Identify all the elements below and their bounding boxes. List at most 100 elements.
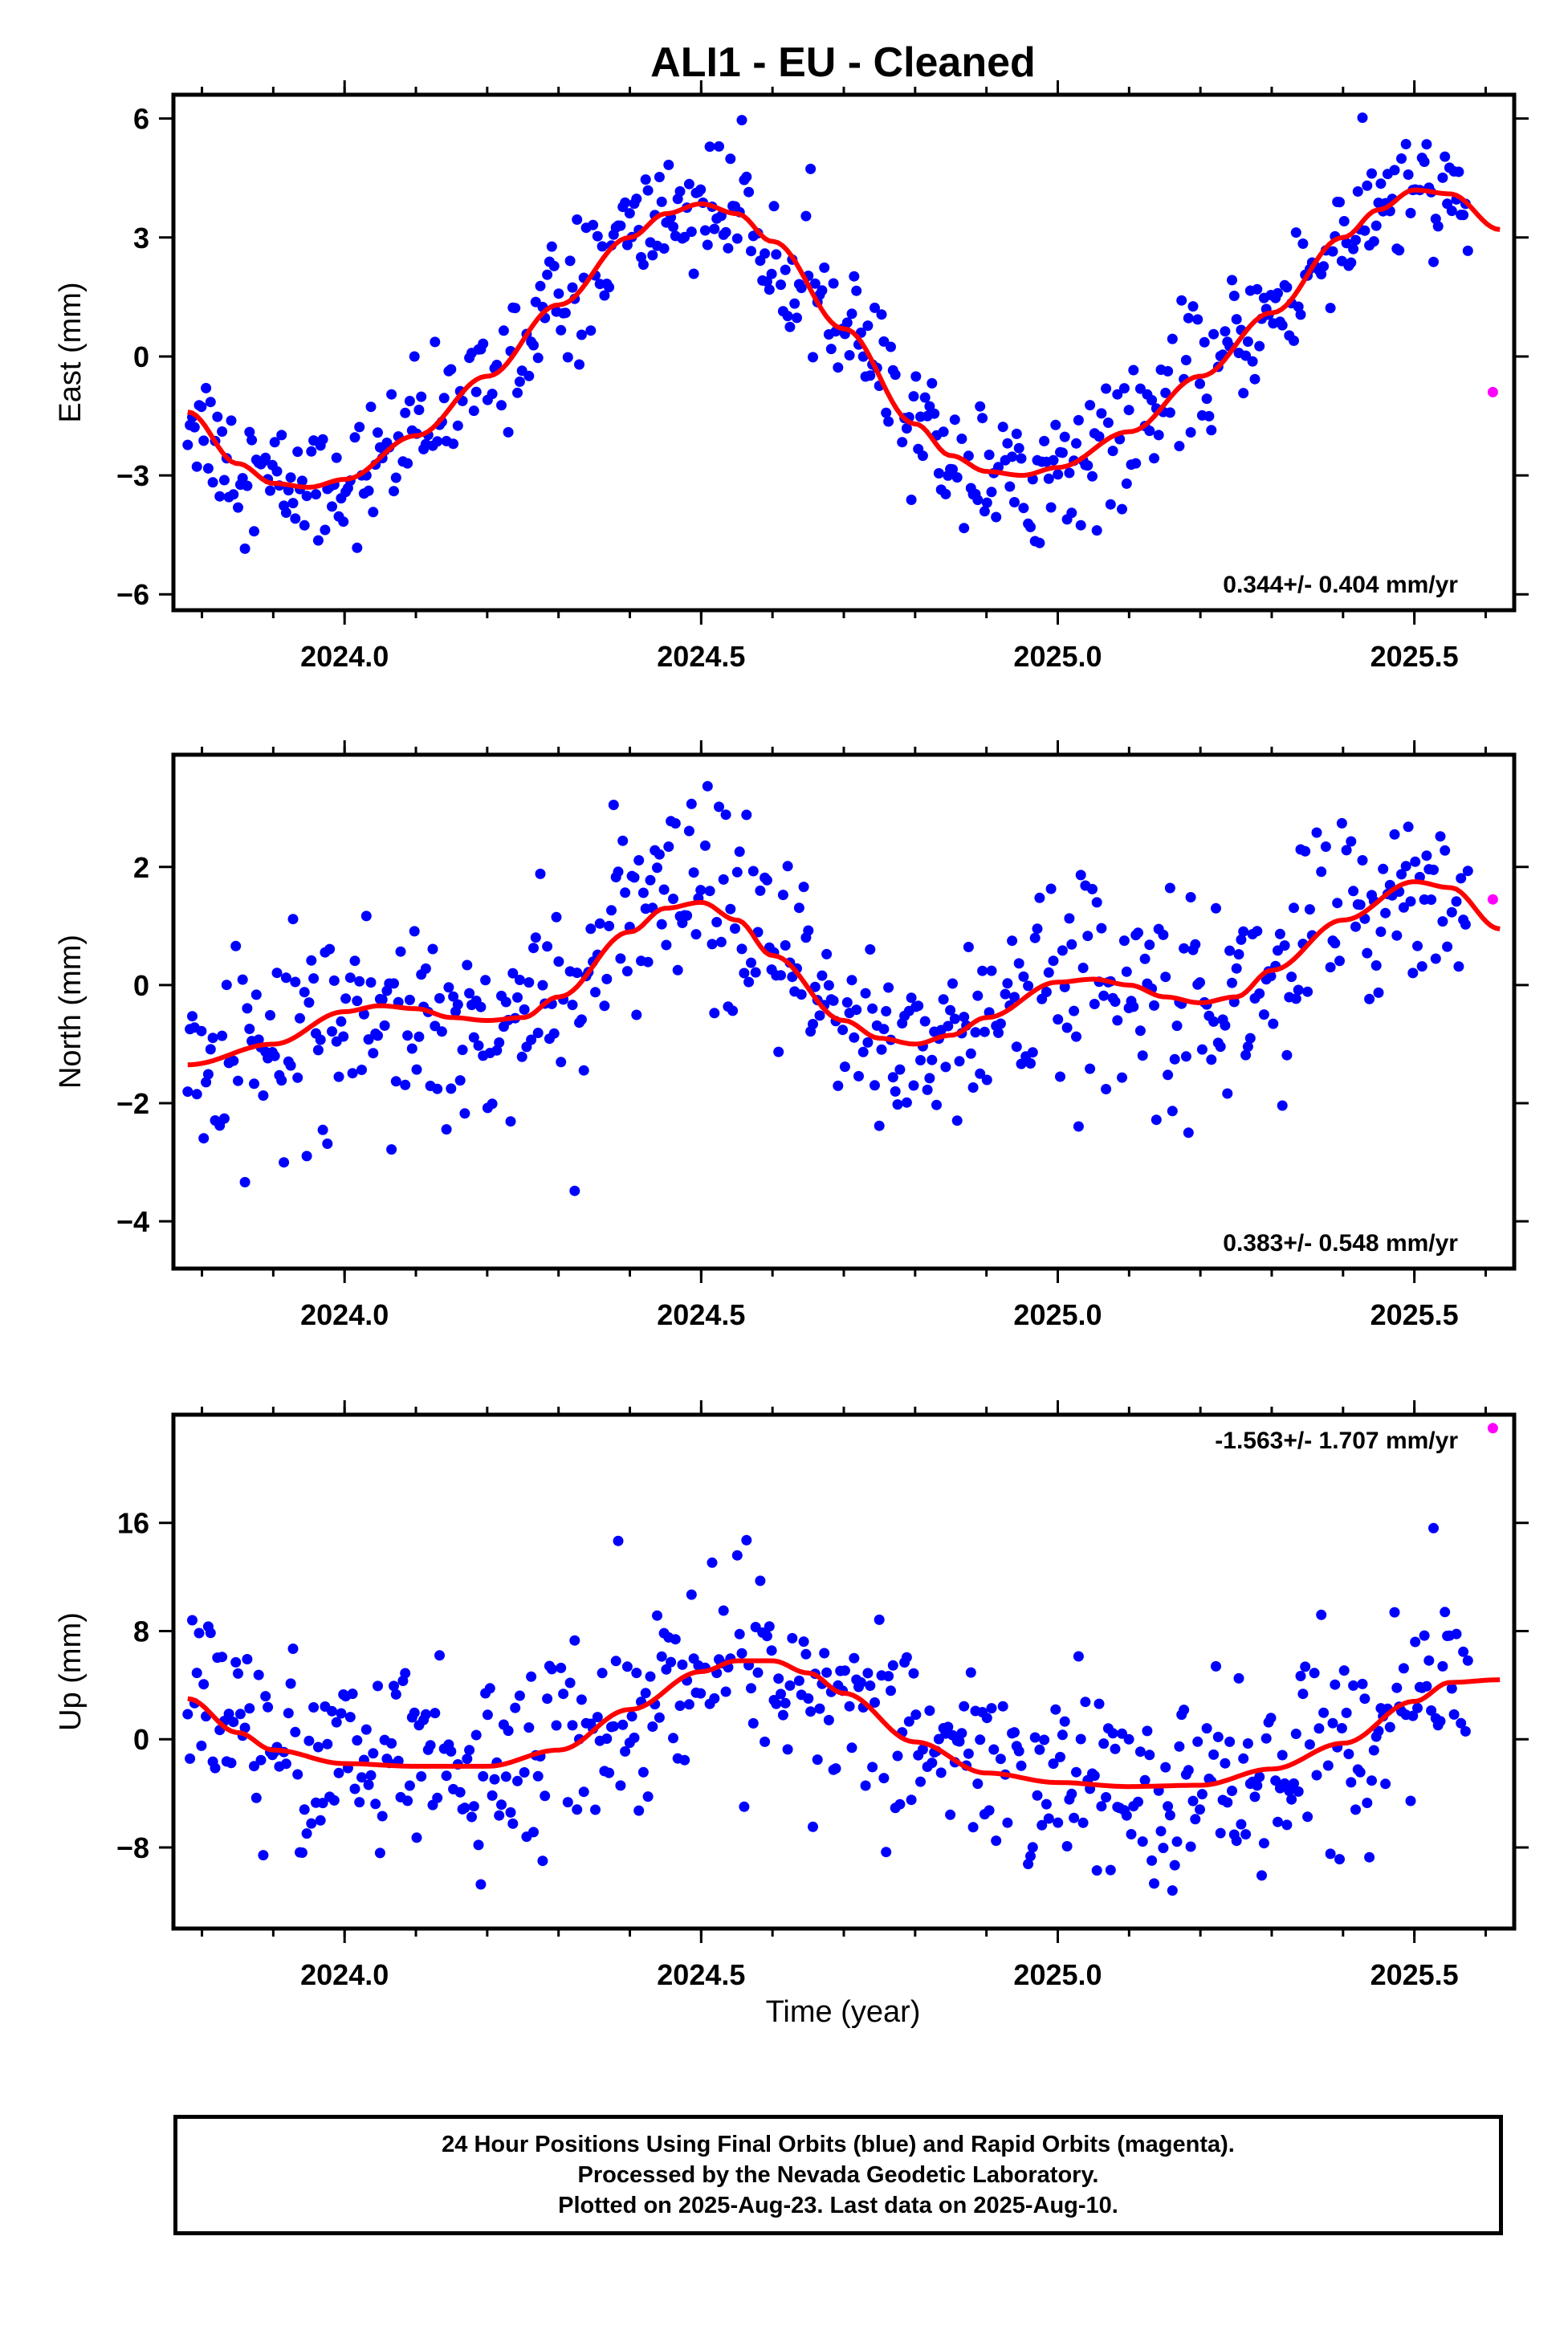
north-final-point	[1242, 1041, 1253, 1053]
north-final-point	[780, 940, 791, 951]
up-final-point	[290, 1726, 301, 1737]
north-final-point	[198, 1133, 210, 1144]
north-y-tick-label: 0	[133, 969, 149, 1002]
north-final-point	[688, 867, 699, 878]
north-final-point	[943, 1020, 954, 1032]
east-panel: 2024.0 2024.5 2025.0 2025.5 −6 −3 0 3 6 East (mm)…	[54, 80, 1529, 673]
east-final-point	[991, 511, 1002, 523]
north-final-point	[860, 988, 871, 999]
east-final-point	[452, 420, 463, 431]
up-final-point	[997, 1701, 1008, 1712]
up-y-tick-label: 16	[117, 1507, 149, 1540]
east-fit-curve	[187, 187, 1501, 490]
north-final-point	[1238, 926, 1249, 937]
east-final-point	[695, 184, 707, 195]
north-final-point	[271, 967, 283, 979]
north-final-point	[368, 1048, 379, 1059]
east-final-point	[1297, 238, 1309, 249]
north-final-point	[967, 1082, 979, 1093]
east-final-point	[668, 222, 678, 232]
up-final-point	[1261, 1733, 1272, 1744]
up-final-point	[1258, 1838, 1269, 1849]
up-final-point	[787, 1632, 798, 1644]
east-final-point	[997, 422, 1008, 433]
up-final-point	[425, 1740, 436, 1751]
east-final-point	[523, 370, 535, 381]
north-final-point	[1179, 943, 1190, 954]
up-final-point	[349, 1783, 360, 1794]
north-final-point	[553, 956, 564, 967]
east-final-point	[1453, 166, 1464, 177]
up-final-point	[760, 1736, 771, 1747]
up-final-point	[1233, 1672, 1244, 1684]
north-final-point	[500, 996, 511, 1008]
up-final-point	[196, 1740, 207, 1751]
up-final-point	[844, 1701, 855, 1712]
up-final-point	[1023, 1859, 1034, 1870]
up-final-point	[280, 1758, 291, 1770]
up-final-point	[1133, 1796, 1143, 1807]
east-final-point	[686, 226, 697, 238]
north-final-point	[793, 902, 804, 914]
east-final-point	[731, 233, 743, 244]
east-final-point	[560, 308, 571, 319]
north-final-point	[1215, 1041, 1226, 1053]
up-final-point	[301, 1828, 312, 1839]
east-final-point	[352, 542, 363, 553]
up-final-point	[253, 1669, 264, 1680]
north-final-point	[661, 939, 672, 951]
north-final-point	[1158, 929, 1169, 940]
north-final-point	[1231, 963, 1242, 974]
up-final-point	[782, 1744, 793, 1755]
up-final-point	[244, 1703, 255, 1714]
north-final-point	[1034, 892, 1045, 903]
up-final-point	[374, 1847, 385, 1859]
up-final-point	[1009, 1727, 1020, 1738]
north-final-point	[1435, 831, 1446, 842]
north-final-point	[276, 1075, 287, 1086]
east-final-point	[1206, 425, 1217, 436]
up-final-point	[1142, 1725, 1153, 1737]
north-final-point	[202, 1069, 214, 1080]
north-final-point	[878, 1024, 890, 1035]
up-final-point	[466, 1811, 477, 1823]
north-final-point	[457, 1045, 468, 1056]
east-final-point	[1180, 355, 1191, 365]
north-final-point	[354, 976, 365, 987]
up-final-point	[1094, 1698, 1105, 1709]
up-final-point	[503, 1725, 514, 1737]
north-final-point	[548, 1028, 560, 1039]
north-final-point	[1293, 984, 1304, 996]
east-final-point	[390, 472, 401, 483]
east-final-point	[683, 178, 694, 189]
east-final-point	[1437, 172, 1448, 183]
north-final-point	[514, 975, 525, 985]
up-final-point	[411, 1832, 422, 1843]
up-final-point	[830, 1763, 841, 1774]
east-final-point	[217, 426, 228, 437]
east-x-tick-label: 2024.5	[657, 640, 745, 673]
north-final-point	[995, 1018, 1006, 1029]
east-final-point	[249, 526, 259, 537]
up-final-point	[814, 1703, 825, 1714]
north-final-point	[727, 1005, 739, 1016]
east-final-point	[917, 450, 928, 462]
east-final-point	[819, 262, 830, 273]
north-final-point	[862, 1037, 874, 1048]
north-final-point	[1195, 977, 1205, 988]
north-final-point	[1048, 955, 1059, 967]
north-final-point	[1055, 1071, 1065, 1082]
east-final-point	[1325, 303, 1336, 314]
up-final-point	[475, 1879, 487, 1890]
north-final-point	[963, 942, 974, 952]
up-x-tick-label: 2024.5	[657, 1958, 745, 1991]
east-final-point	[1277, 320, 1288, 331]
east-final-point	[746, 246, 756, 257]
north-final-point	[1041, 987, 1052, 997]
up-final-point	[1073, 1651, 1084, 1662]
east-final-point	[768, 201, 780, 212]
north-final-point	[1043, 967, 1054, 978]
up-final-point	[734, 1628, 745, 1640]
up-final-point	[260, 1691, 271, 1702]
north-final-point	[1071, 1031, 1081, 1042]
